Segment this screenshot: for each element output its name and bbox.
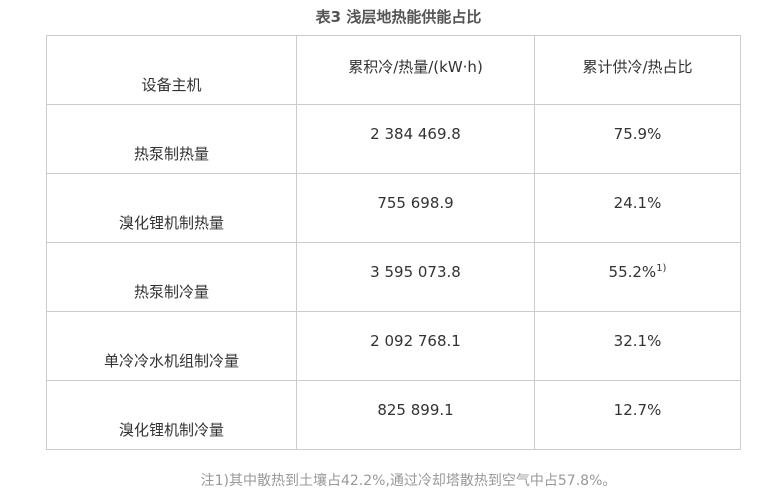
ratio-wrap: 32.1% bbox=[535, 332, 740, 350]
header-cell: 设备主机 bbox=[46, 35, 297, 105]
ratio-wrap: 55.2%1) bbox=[535, 263, 740, 281]
device-cell: 热泵制热量 bbox=[46, 104, 297, 174]
table-row: 热泵制热量 2 384 469.8 75.9% bbox=[46, 104, 741, 174]
header-device: 设备主机 bbox=[141, 76, 202, 94]
device-name: 热泵制冷量 bbox=[133, 283, 209, 301]
header-cumulative: 累积冷/热量/(kW·h) bbox=[348, 58, 483, 76]
cumulative-value: 3 595 073.8 bbox=[370, 263, 461, 281]
ratio-value: 32.1% bbox=[613, 332, 662, 350]
table-title: 表3 浅层地热能供能占比 bbox=[315, 8, 482, 26]
device-name: 热泵制热量 bbox=[133, 145, 209, 163]
device-cell: 溴化锂机制热量 bbox=[46, 173, 297, 243]
device-cell: 热泵制冷量 bbox=[46, 242, 297, 312]
ratio-cell: 32.1% bbox=[534, 311, 741, 381]
ratio-value: 12.7% bbox=[613, 401, 662, 419]
ratio-cell: 24.1% bbox=[534, 173, 741, 243]
device-cell: 单冷冷水机组制冷量 bbox=[46, 311, 297, 381]
ratio-cell: 55.2%1) bbox=[534, 242, 741, 312]
cumulative-value: 825 899.1 bbox=[377, 401, 454, 419]
header-ratio: 累计供冷/热占比 bbox=[582, 58, 693, 76]
cumulative-value: 755 698.9 bbox=[377, 194, 454, 212]
ratio-wrap: 75.9% bbox=[535, 125, 740, 143]
ratio-wrap: 24.1% bbox=[535, 194, 740, 212]
table-row: 单冷冷水机组制冷量 2 092 768.1 32.1% bbox=[46, 311, 741, 381]
ratio-cell: 75.9% bbox=[534, 104, 741, 174]
ratio-wrap: 12.7% bbox=[535, 401, 740, 419]
value-cell: 2 384 469.8 bbox=[296, 104, 535, 174]
header-cell: 累计供冷/热占比 bbox=[534, 35, 741, 105]
header-cell: 累积冷/热量/(kW·h) bbox=[296, 35, 535, 105]
device-name: 溴化锂机制冷量 bbox=[118, 421, 224, 439]
ratio-value: 24.1% bbox=[613, 194, 662, 212]
value-cell: 3 595 073.8 bbox=[296, 242, 535, 312]
cumulative-value: 2 384 469.8 bbox=[370, 125, 461, 143]
value-cell: 825 899.1 bbox=[296, 380, 535, 450]
footnote-ref: 1) bbox=[656, 263, 667, 274]
device-cell: 溴化锂机制冷量 bbox=[46, 380, 297, 450]
value-cell: 755 698.9 bbox=[296, 173, 535, 243]
table-row: 溴化锂机制热量 755 698.9 24.1% bbox=[46, 173, 741, 243]
device-name: 溴化锂机制热量 bbox=[118, 214, 224, 232]
ratio-cell: 12.7% bbox=[534, 380, 741, 450]
ratio-value: 75.9% bbox=[613, 125, 662, 143]
ratio-value: 55.2% bbox=[608, 263, 657, 281]
table-row: 热泵制冷量 3 595 073.8 55.2%1) bbox=[46, 242, 741, 312]
table-row: 溴化锂机制冷量 825 899.1 12.7% bbox=[46, 380, 741, 450]
data-table: 设备主机 累积冷/热量/(kW·h) 累计供冷/热占比 热泵制热量 2 384 … bbox=[46, 35, 741, 450]
value-cell: 2 092 768.1 bbox=[296, 311, 535, 381]
device-name: 单冷冷水机组制冷量 bbox=[103, 352, 239, 370]
footnote: 注1)其中散热到土壤占42.2%,通过冷却塔散热到空气中占57.8%。 bbox=[200, 473, 617, 489]
cumulative-value: 2 092 768.1 bbox=[370, 332, 461, 350]
header-row: 设备主机 累积冷/热量/(kW·h) 累计供冷/热占比 bbox=[46, 35, 741, 105]
